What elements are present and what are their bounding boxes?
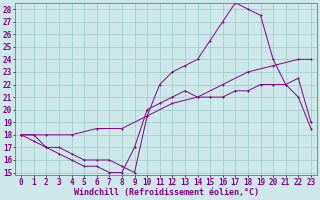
X-axis label: Windchill (Refroidissement éolien,°C): Windchill (Refroidissement éolien,°C) bbox=[74, 188, 259, 197]
